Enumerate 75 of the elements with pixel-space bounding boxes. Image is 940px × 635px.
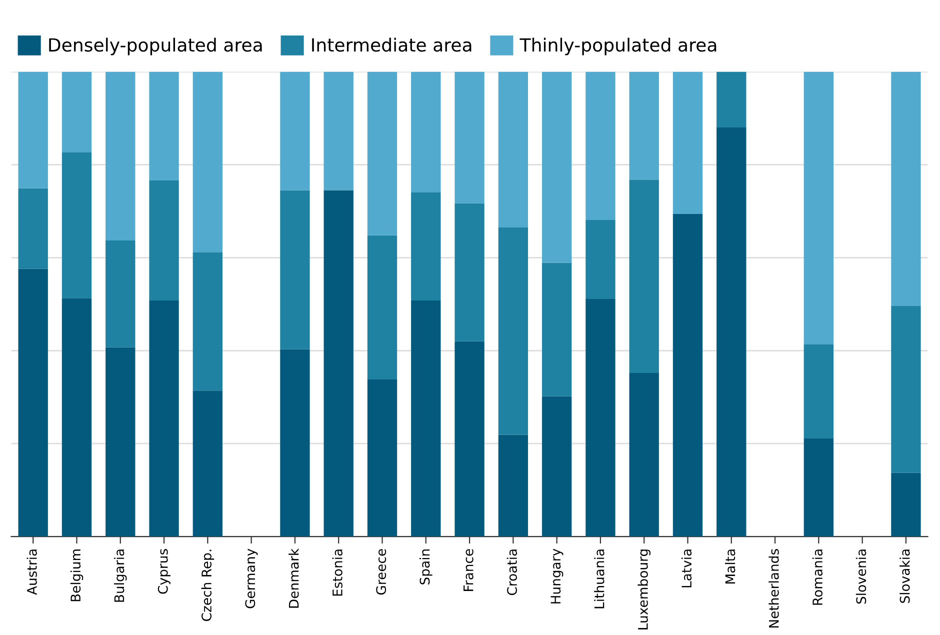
x-tick-label: Spain <box>420 550 432 584</box>
bar <box>716 72 746 128</box>
bar <box>629 180 659 373</box>
bar <box>192 390 223 537</box>
bar <box>62 298 92 537</box>
bar <box>367 72 398 236</box>
bar <box>498 434 528 537</box>
bar <box>18 268 48 537</box>
bar <box>586 299 616 537</box>
x-tick-label: Lithuania <box>594 550 604 608</box>
x-tick-label: Austria <box>26 550 37 595</box>
bar <box>280 72 310 190</box>
bar <box>324 72 354 190</box>
x-tick-label: Croatia <box>506 550 517 596</box>
bar <box>62 72 92 152</box>
bar <box>62 152 92 298</box>
x-tick-label: Romania <box>812 550 822 605</box>
bar <box>192 72 223 252</box>
bar <box>411 192 441 300</box>
bar <box>542 262 572 396</box>
bar <box>672 72 703 214</box>
x-tick-label: Cyprus <box>158 549 170 594</box>
bar <box>106 240 136 348</box>
bar <box>106 347 136 537</box>
bar <box>192 252 223 391</box>
x-tick-label: Greece <box>376 549 386 595</box>
bar <box>716 128 746 537</box>
bar <box>542 72 572 263</box>
bar <box>586 220 616 300</box>
x-tick-label: Malta <box>725 550 736 584</box>
bar <box>367 379 398 537</box>
x-tick-label: Bulgaria <box>114 550 127 602</box>
x-tick-label: Denmark <box>288 548 299 608</box>
legend-label: Densely-populated area <box>49 38 262 56</box>
bar <box>629 72 659 180</box>
bar <box>498 227 528 435</box>
bar <box>498 72 528 228</box>
bar <box>454 72 484 204</box>
bar <box>411 300 441 537</box>
bar <box>18 72 48 188</box>
legend-label: Thinly-populated area <box>520 38 716 56</box>
legend-label: Intermediate area <box>312 38 472 52</box>
bar <box>454 203 484 342</box>
bar <box>891 306 921 473</box>
bar <box>542 396 572 537</box>
bar <box>804 72 834 344</box>
x-tick-label: Germany <box>245 548 258 608</box>
bar <box>586 72 616 220</box>
x-tick-label: France <box>464 549 474 591</box>
bar <box>149 180 179 300</box>
bar <box>106 72 136 240</box>
x-tick-label: Netherlands <box>768 549 779 628</box>
x-tick-label: Estonia <box>332 550 342 596</box>
bar <box>629 372 659 537</box>
bar <box>891 72 921 306</box>
bar <box>454 341 484 537</box>
bar <box>280 190 310 350</box>
bar <box>804 438 834 537</box>
x-tick-label: Luxembourg <box>638 550 650 630</box>
x-tick-label: Latvia <box>681 550 692 588</box>
bar <box>672 214 703 537</box>
bar <box>804 344 834 438</box>
bar <box>280 349 310 537</box>
x-tick-label: Czech Rep. <box>201 550 214 621</box>
bar <box>149 300 179 537</box>
bar <box>367 235 398 380</box>
x-tick-label: Slovenia <box>856 550 866 604</box>
bar <box>411 72 441 192</box>
x-tick-label: Slovakia <box>900 550 910 603</box>
bar <box>18 188 48 269</box>
bar <box>324 190 354 537</box>
bar <box>149 72 179 181</box>
x-tick-label: Hungary <box>550 548 564 604</box>
x-tick-label: Belgium <box>70 550 84 602</box>
bar <box>891 472 921 537</box>
